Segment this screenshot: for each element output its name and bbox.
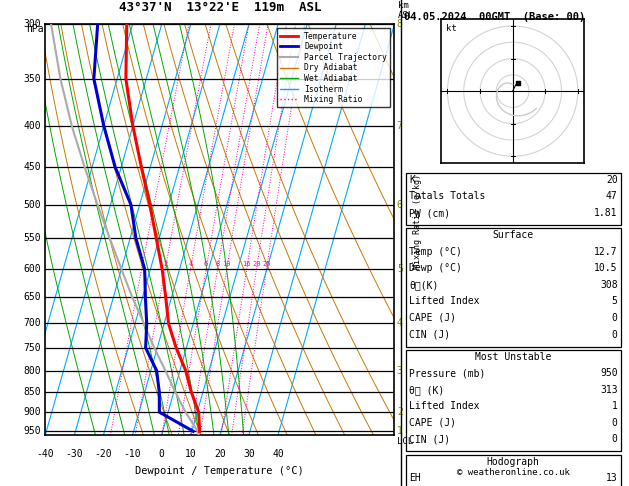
Text: hPa: hPa <box>26 24 43 35</box>
Text: -20: -20 <box>94 450 113 459</box>
Text: Lifted Index: Lifted Index <box>409 296 480 307</box>
Text: 10: 10 <box>185 450 197 459</box>
Text: θᴇ(K): θᴇ(K) <box>409 280 439 290</box>
Text: 0: 0 <box>159 450 165 459</box>
Text: 313: 313 <box>600 385 618 395</box>
Text: 30: 30 <box>243 450 255 459</box>
Text: 7: 7 <box>397 121 403 131</box>
Text: 308: 308 <box>600 280 618 290</box>
Text: 10: 10 <box>223 261 231 267</box>
Text: 0: 0 <box>612 434 618 445</box>
Text: 0: 0 <box>612 330 618 340</box>
Text: Most Unstable: Most Unstable <box>475 352 552 362</box>
Text: 550: 550 <box>23 233 41 243</box>
Text: Dewpoint / Temperature (°C): Dewpoint / Temperature (°C) <box>135 466 304 476</box>
Text: Mixing Ratio (g/kg): Mixing Ratio (g/kg) <box>413 174 421 269</box>
Text: 300: 300 <box>23 19 41 29</box>
Text: -40: -40 <box>36 450 54 459</box>
Text: 25: 25 <box>262 261 270 267</box>
Text: 8: 8 <box>216 261 220 267</box>
Text: -10: -10 <box>124 450 142 459</box>
Text: 4: 4 <box>397 318 403 329</box>
Text: LCL: LCL <box>397 437 413 446</box>
Text: 4: 4 <box>188 261 192 267</box>
Text: 6: 6 <box>204 261 208 267</box>
Text: 1.81: 1.81 <box>594 208 618 218</box>
Text: 5: 5 <box>397 264 403 274</box>
Text: 3: 3 <box>397 365 403 376</box>
Text: 950: 950 <box>23 426 41 436</box>
Text: 43°37'N  13°22'E  119m  ASL: 43°37'N 13°22'E 119m ASL <box>119 1 321 14</box>
Text: Temp (°C): Temp (°C) <box>409 247 462 257</box>
Text: 750: 750 <box>23 343 41 353</box>
Text: PW (cm): PW (cm) <box>409 208 450 218</box>
Text: 16: 16 <box>243 261 251 267</box>
Text: 2: 2 <box>163 261 167 267</box>
Text: 800: 800 <box>23 365 41 376</box>
Text: EH: EH <box>409 473 421 484</box>
Text: 850: 850 <box>23 387 41 397</box>
Legend: Temperature, Dewpoint, Parcel Trajectory, Dry Adiabat, Wet Adiabat, Isotherm, Mi: Temperature, Dewpoint, Parcel Trajectory… <box>277 28 391 107</box>
Text: θᴇ (K): θᴇ (K) <box>409 385 445 395</box>
Text: K: K <box>409 175 415 185</box>
Text: 04.05.2024  00GMT  (Base: 00): 04.05.2024 00GMT (Base: 00) <box>404 12 585 22</box>
Text: 950: 950 <box>600 368 618 379</box>
Text: 1: 1 <box>612 401 618 412</box>
Text: 350: 350 <box>23 74 41 84</box>
Text: CIN (J): CIN (J) <box>409 434 450 445</box>
Text: 700: 700 <box>23 318 41 329</box>
Text: 8: 8 <box>397 19 403 29</box>
Text: Totals Totals: Totals Totals <box>409 191 486 202</box>
Text: 20: 20 <box>606 175 618 185</box>
Text: 600: 600 <box>23 264 41 274</box>
Text: Lifted Index: Lifted Index <box>409 401 480 412</box>
Text: 650: 650 <box>23 292 41 302</box>
Text: 0: 0 <box>612 313 618 323</box>
Text: © weatheronline.co.uk: © weatheronline.co.uk <box>457 468 570 477</box>
Text: 40: 40 <box>272 450 284 459</box>
Text: 2: 2 <box>397 407 403 417</box>
Text: Dewp (°C): Dewp (°C) <box>409 263 462 274</box>
Text: 20: 20 <box>214 450 226 459</box>
Text: 500: 500 <box>23 200 41 209</box>
Text: 450: 450 <box>23 162 41 173</box>
Text: Pressure (mb): Pressure (mb) <box>409 368 486 379</box>
Text: 5: 5 <box>612 296 618 307</box>
Text: km
ASL: km ASL <box>398 1 414 20</box>
Text: 13: 13 <box>606 473 618 484</box>
Text: 6: 6 <box>397 200 403 209</box>
Text: Hodograph: Hodograph <box>487 457 540 467</box>
Text: 400: 400 <box>23 121 41 131</box>
Text: 20: 20 <box>252 261 261 267</box>
Text: CAPE (J): CAPE (J) <box>409 313 457 323</box>
Text: 0: 0 <box>612 418 618 428</box>
Text: CAPE (J): CAPE (J) <box>409 418 457 428</box>
Text: 900: 900 <box>23 407 41 417</box>
Text: 12.7: 12.7 <box>594 247 618 257</box>
Text: kt: kt <box>446 24 457 34</box>
Text: Surface: Surface <box>493 230 534 241</box>
Text: 1: 1 <box>140 261 144 267</box>
Text: 1: 1 <box>397 426 403 436</box>
Text: -30: -30 <box>65 450 83 459</box>
Text: 47: 47 <box>606 191 618 202</box>
Text: 10.5: 10.5 <box>594 263 618 274</box>
Text: CIN (J): CIN (J) <box>409 330 450 340</box>
